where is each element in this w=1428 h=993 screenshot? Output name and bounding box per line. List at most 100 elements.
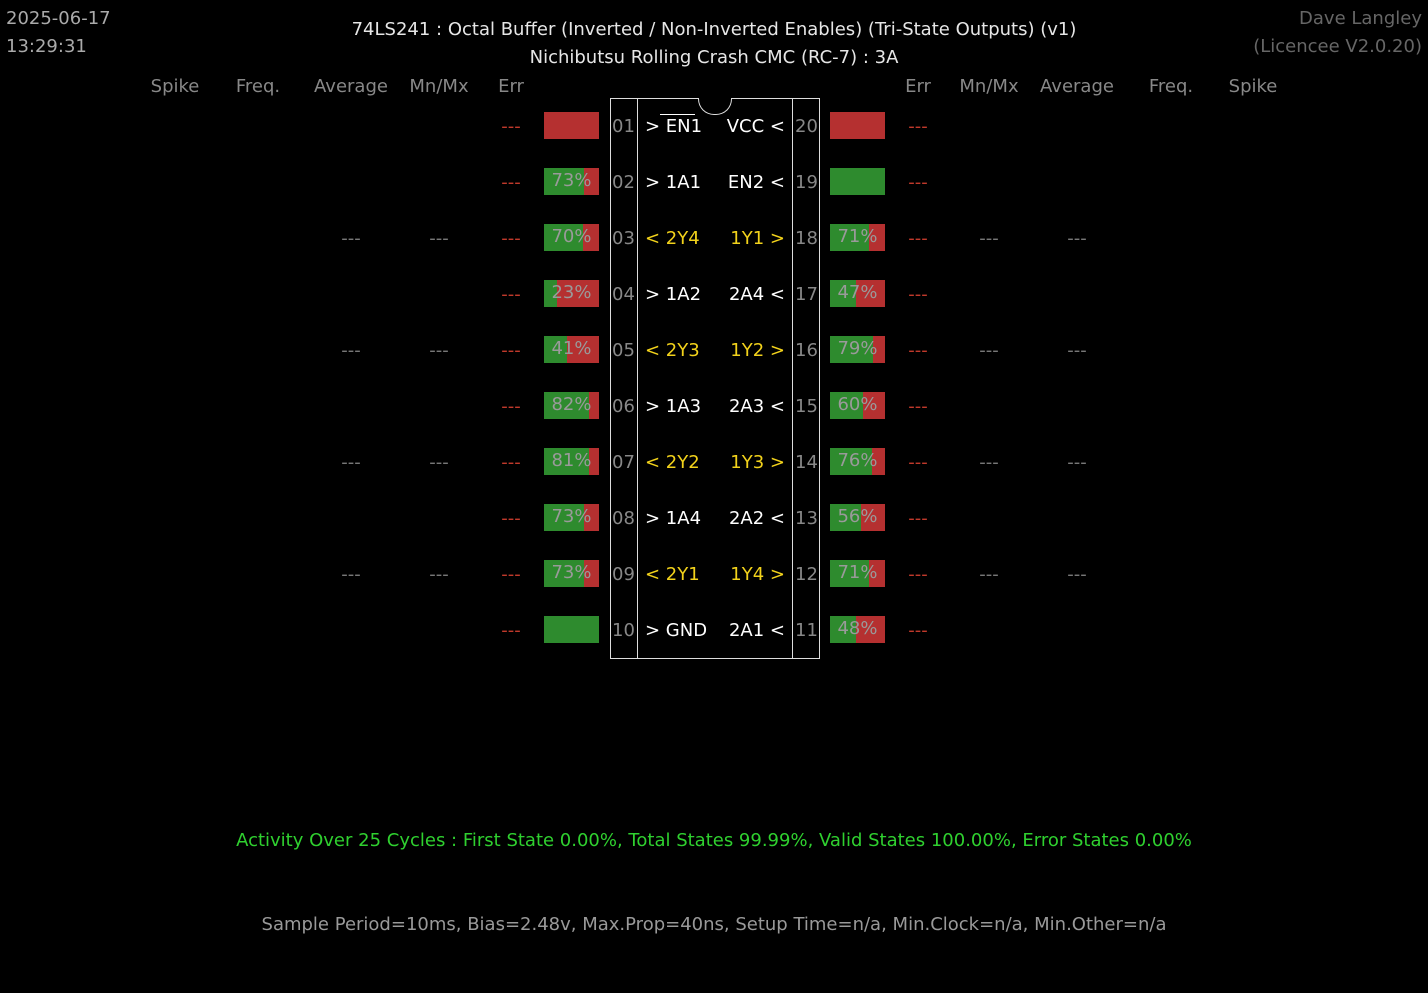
left-pin-number: 03 xyxy=(612,228,635,249)
left-pin-number: 10 xyxy=(612,620,635,641)
right-pin-number: 11 xyxy=(795,620,818,641)
left-pin-name: < 2Y3 xyxy=(645,340,700,361)
activity-percent: 81% xyxy=(551,450,592,471)
left-err-value: --- xyxy=(501,508,521,529)
right-err-value: --- xyxy=(908,116,928,137)
left-mnmx-value: --- xyxy=(429,564,449,585)
left-err-value: --- xyxy=(501,452,521,473)
left-pin-name: > 1A2 xyxy=(645,284,702,305)
right-pin-name: VCC < xyxy=(726,116,785,137)
page-title: 74LS241 : Octal Buffer (Inverted / Non-I… xyxy=(351,19,1077,40)
header-right-spike: Spike xyxy=(1228,76,1278,97)
activity-bar-high-fill xyxy=(544,560,585,587)
right-pin-name: 2A3 < xyxy=(728,396,785,417)
pin1-notch-icon xyxy=(698,98,732,115)
right-average-value: --- xyxy=(1067,340,1087,361)
left-pin-name: > GND xyxy=(645,620,708,641)
activity-percent: 60% xyxy=(837,394,878,415)
page-subtitle: Nichibutsu Rolling Crash CMC (RC-7) : 3A xyxy=(529,47,899,68)
left-pin-number: 09 xyxy=(612,564,635,585)
left-pin-activity-bar: 81% xyxy=(544,448,599,475)
ic-package-outline xyxy=(610,98,820,659)
activity-bar-high-fill xyxy=(830,168,885,195)
right-err-value: --- xyxy=(908,284,928,305)
right-pin-name: 1Y2 > xyxy=(730,340,785,361)
activity-bar-high-fill xyxy=(544,280,557,307)
activity-percent: 41% xyxy=(551,338,592,359)
right-pin-activity-bar: 56% xyxy=(830,504,885,531)
right-pin-name: 2A2 < xyxy=(728,508,785,529)
right-err-value: --- xyxy=(908,564,928,585)
licence-label: (Licencee V2.0.20) xyxy=(1253,36,1422,57)
header-right-mnmx: Mn/Mx xyxy=(959,76,1019,97)
left-pin-number: 02 xyxy=(612,172,635,193)
activity-bar-high-fill xyxy=(830,224,870,251)
activity-bar-high-fill xyxy=(830,504,861,531)
date-label: 2025-06-17 xyxy=(6,8,111,29)
right-err-value: --- xyxy=(908,228,928,249)
left-pin-name: > EN1 xyxy=(645,116,703,137)
left-pin-name: < 2Y2 xyxy=(645,452,700,473)
activity-bar-high-fill xyxy=(544,336,567,363)
right-pin-number: 20 xyxy=(795,116,818,137)
activity-percent: 47% xyxy=(837,282,878,303)
activity-bar-high-fill xyxy=(830,392,863,419)
right-pin-number: 18 xyxy=(795,228,818,249)
right-pin-name: 2A1 < xyxy=(728,620,785,641)
left-pin-number: 08 xyxy=(612,508,635,529)
right-mnmx-value: --- xyxy=(979,340,999,361)
activity-percent: 56% xyxy=(837,506,878,527)
left-average-value: --- xyxy=(341,564,361,585)
left-pin-activity-bar: 73% xyxy=(544,504,599,531)
left-pin-number: 01 xyxy=(612,116,635,137)
left-err-value: --- xyxy=(501,172,521,193)
left-average-value: --- xyxy=(341,340,361,361)
right-pin-number: 19 xyxy=(795,172,818,193)
left-err-value: --- xyxy=(501,284,521,305)
right-pin-activity-bar: 60% xyxy=(830,392,885,419)
activity-percent: 73% xyxy=(551,170,592,191)
header-left-mnmx: Mn/Mx xyxy=(409,76,469,97)
right-pin-activity-bar xyxy=(830,168,885,195)
right-pin-number: 12 xyxy=(795,564,818,585)
header-right-freq: Freq. xyxy=(1148,76,1194,97)
activity-bar-high-fill xyxy=(544,448,589,475)
activity-bar-high-fill xyxy=(830,336,874,363)
header-left-spike: Spike xyxy=(150,76,200,97)
activity-percent: 48% xyxy=(837,618,878,639)
left-err-value: --- xyxy=(501,116,521,137)
header-left-freq: Freq. xyxy=(235,76,281,97)
right-pin-name: EN2 < xyxy=(727,172,785,193)
activity-percent: 71% xyxy=(837,562,878,583)
left-err-value: --- xyxy=(501,396,521,417)
activity-bar-high-fill xyxy=(830,448,872,475)
right-pin-name: 1Y1 > xyxy=(730,228,785,249)
left-average-value: --- xyxy=(341,452,361,473)
header-left-average: Average xyxy=(314,76,388,97)
right-pin-activity-bar: 76% xyxy=(830,448,885,475)
activity-percent: 71% xyxy=(837,226,878,247)
author-label: Dave Langley xyxy=(1299,8,1422,29)
left-mnmx-value: --- xyxy=(429,228,449,249)
time-label: 13:29:31 xyxy=(6,36,87,57)
activity-percent: 73% xyxy=(551,562,592,583)
left-pin-number: 05 xyxy=(612,340,635,361)
right-pin-activity-bar: 79% xyxy=(830,336,885,363)
activity-percent: 82% xyxy=(551,394,592,415)
left-pin-activity-bar xyxy=(544,112,599,139)
right-mnmx-value: --- xyxy=(979,452,999,473)
left-pin-activity-bar: 82% xyxy=(544,392,599,419)
left-err-value: --- xyxy=(501,340,521,361)
right-pin-number: 16 xyxy=(795,340,818,361)
right-pin-number: 15 xyxy=(795,396,818,417)
activity-bar-high-fill xyxy=(544,224,583,251)
activity-bar-high-fill xyxy=(830,560,870,587)
right-err-value: --- xyxy=(908,396,928,417)
left-pin-activity-bar xyxy=(544,616,599,643)
right-pin-name: 2A4 < xyxy=(728,284,785,305)
activity-bar-high-fill xyxy=(544,616,599,643)
left-pin-name: < 2Y4 xyxy=(645,228,700,249)
activity-bar-high-fill xyxy=(544,168,585,195)
right-err-value: --- xyxy=(908,620,928,641)
right-pin-activity-bar: 71% xyxy=(830,560,885,587)
